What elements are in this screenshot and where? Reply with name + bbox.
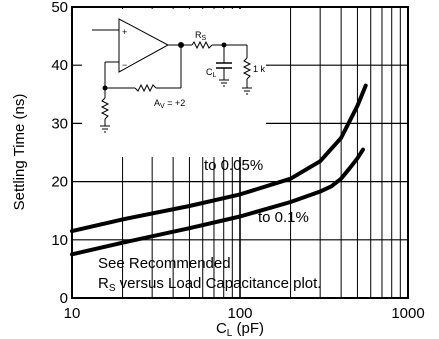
- x-axis-label: CL (pF): [216, 320, 264, 339]
- rs-label: RS: [195, 30, 207, 42]
- series-line-2: [70, 147, 365, 257]
- y-tick-labels: 0 10 20 30 40 50: [51, 0, 68, 307]
- y-tick-label: 50: [51, 0, 68, 16]
- op-amp-symbol: [118, 18, 170, 73]
- note-line-1: See Recommended: [98, 255, 231, 272]
- inset-background: [82, 9, 266, 157]
- y-tick-label: 40: [51, 57, 68, 74]
- x-tick-labels: 10 100 1000: [64, 305, 425, 322]
- y-tick-label: 30: [51, 115, 68, 132]
- load-resistor-label: 1 k: [253, 64, 266, 74]
- y-tick-label: 0: [60, 290, 68, 307]
- data-series: [70, 83, 368, 257]
- note-line-2: RS versus Load Capacitance plot.: [98, 275, 321, 294]
- opamp-plus-sign: +: [122, 27, 127, 37]
- series-line-1: [70, 83, 368, 234]
- inset-circuit-diagram: + − RS CL 1 k AV = +2: [82, 9, 266, 157]
- x-tick-label: 1000: [391, 305, 424, 322]
- plot-frame: [71, 6, 409, 299]
- series-label-0-05: to 0.05%: [204, 157, 263, 174]
- gain-label: AV = +2: [154, 98, 185, 110]
- y-axis-label: Settling Time (ns): [11, 94, 28, 211]
- y-tick-label: 20: [51, 174, 68, 191]
- series-label-0-1: to 0.1%: [258, 209, 309, 226]
- x-tick-label: 10: [64, 305, 81, 322]
- cl-label: CL: [206, 67, 217, 79]
- opamp-minus-sign: −: [122, 60, 127, 70]
- x-tick-label: 100: [227, 305, 252, 322]
- y-tick-label: 10: [51, 232, 68, 249]
